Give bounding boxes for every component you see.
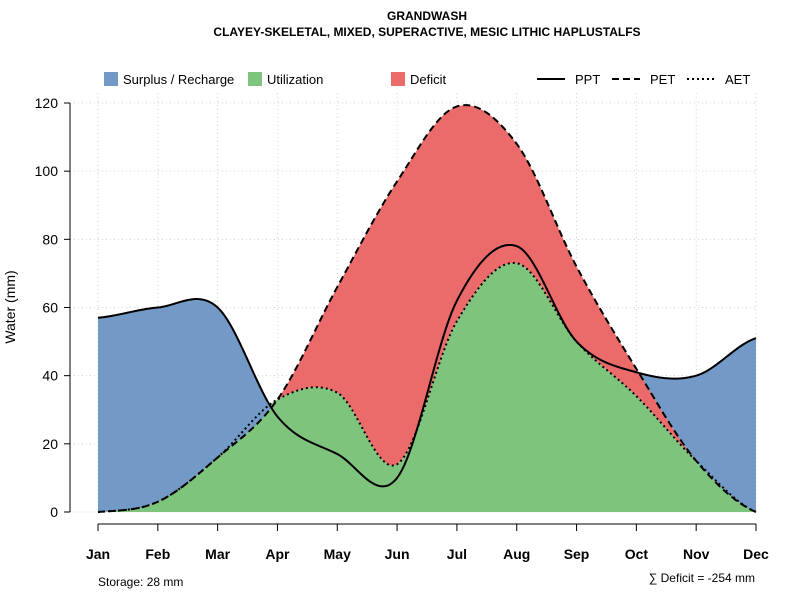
y-tick-label: 100: [35, 163, 59, 179]
legend-label-deficit: Deficit: [410, 72, 447, 87]
y-tick-label: 0: [50, 504, 58, 520]
legend-label-surplus: Surplus / Recharge: [123, 72, 234, 87]
x-tick-label: Jun: [385, 546, 410, 562]
x-tick-label: Jul: [447, 546, 467, 562]
chart-title: GRANDWASH: [387, 9, 467, 23]
axes: 0 20 40 60 80 100 120 Jan Feb Mar Apr May Jun Jul Aug S…: [35, 95, 769, 562]
series-line-pet: [97, 104, 757, 513]
x-tick-label: Aug: [503, 546, 530, 562]
x-tick-label: Mar: [205, 546, 230, 562]
series-line-aet: [97, 261, 757, 513]
legend-label-utilization: Utilization: [267, 72, 323, 87]
x-tick-label: Nov: [683, 546, 710, 562]
y-axis-label: Water (mm): [2, 270, 18, 343]
y-tick-label: 80: [42, 231, 58, 247]
storage-annotation: Storage: 28 mm: [98, 575, 183, 589]
legend-label-aet: AET: [725, 72, 750, 87]
y-tick-label: 20: [42, 436, 58, 452]
legend-swatch-deficit: [391, 72, 405, 86]
x-tick-label: Oct: [625, 546, 649, 562]
x-tick-label: Dec: [743, 546, 769, 562]
deficit-annotation: ∑ Deficit = -254 mm: [649, 571, 755, 585]
x-tick-label: Feb: [145, 546, 170, 562]
area-fills: [98, 105, 756, 512]
legend-label-ppt: PPT: [575, 72, 600, 87]
x-tick-label: May: [324, 546, 351, 562]
chart-subtitle: CLAYEY-SKELETAL, MIXED, SUPERACTIVE, MES…: [213, 25, 640, 39]
legend-swatch-utilization: [248, 72, 262, 86]
x-tick-label: Jan: [86, 546, 110, 562]
series-lines: [97, 104, 757, 513]
x-tick-label: Sep: [564, 546, 590, 562]
legend-label-pet: PET: [650, 72, 675, 87]
y-tick-label: 120: [35, 95, 59, 111]
y-tick-label: 40: [42, 368, 58, 384]
y-tick-label: 60: [42, 300, 58, 316]
x-tick-label: Apr: [265, 546, 290, 562]
area-utilization: [98, 262, 756, 512]
series-line-ppt: [97, 243, 757, 488]
area-deficit: [98, 105, 756, 512]
legend-swatch-surplus: [104, 72, 118, 86]
legend: Surplus / Recharge Utilization Deficit P…: [104, 72, 750, 87]
